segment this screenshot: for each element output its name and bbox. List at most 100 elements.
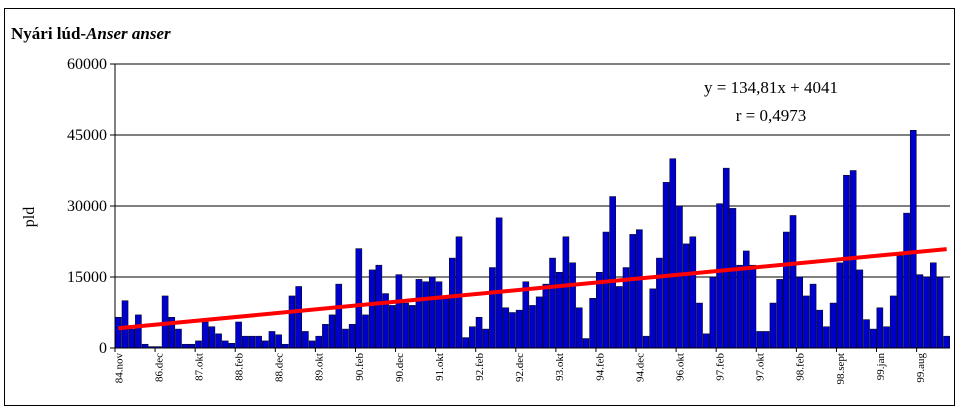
correlation-coefficient: r = 0,4973 (736, 106, 807, 125)
bar (315, 335, 323, 349)
bar (836, 262, 844, 349)
bar (455, 236, 463, 349)
bar (763, 331, 770, 349)
y-tick-label: 15000 (67, 269, 107, 286)
bar (829, 302, 837, 349)
bar (362, 314, 369, 349)
x-tick-label: 98.sept (835, 353, 847, 384)
bar (275, 334, 282, 349)
bar (215, 333, 222, 349)
bar (295, 286, 302, 349)
bar (429, 276, 436, 349)
bar (348, 324, 356, 349)
chart-svg: Nyári lúd-Anser anser pld 0 15000 30000 450… (11, 24, 956, 384)
bar (241, 335, 249, 349)
x-tick-label: 94.dec (634, 353, 646, 382)
bar (355, 248, 363, 349)
bar (522, 281, 530, 349)
trend-equation: y = 134,81x + 4041 (704, 78, 838, 97)
bar (709, 276, 717, 349)
trend-line (118, 247, 947, 331)
bar (769, 302, 777, 349)
bar (616, 286, 623, 349)
bar (569, 262, 576, 349)
bar (188, 343, 196, 349)
bar (462, 337, 469, 349)
bar (823, 326, 830, 349)
bar (175, 328, 182, 349)
bar (388, 305, 396, 349)
bar (803, 295, 810, 349)
bar (642, 335, 650, 349)
axes-layer (110, 63, 950, 352)
bar (909, 130, 917, 349)
bar (856, 269, 864, 349)
bar (889, 295, 897, 349)
bar (869, 328, 877, 349)
x-tick-label: 88.dec (274, 353, 286, 382)
bar (335, 283, 343, 349)
x-tick-label: 92.feb (474, 353, 486, 381)
bar (368, 269, 376, 349)
bar (876, 307, 884, 349)
bar (221, 340, 229, 349)
x-tick-label: 97.feb (715, 353, 727, 381)
bar (662, 182, 670, 349)
bar (809, 283, 817, 349)
bar (602, 231, 610, 349)
bar (235, 321, 242, 349)
bar (342, 328, 349, 349)
bar (896, 255, 904, 349)
bar (495, 217, 503, 349)
chart-title-italic: Anser anser (85, 24, 171, 43)
bar (716, 203, 723, 349)
bar (629, 234, 636, 349)
bar (562, 236, 570, 349)
trend-layer (118, 247, 947, 331)
bar (916, 274, 924, 349)
bar (282, 343, 289, 349)
bar (262, 340, 269, 349)
chart-frame: Nyári lúd-Anser anser pld 0 15000 30000 450… (4, 8, 956, 406)
bar (181, 343, 189, 349)
x-tick-label: 99.dec (955, 353, 956, 382)
bar (529, 305, 536, 349)
bar (729, 208, 737, 349)
bar (141, 343, 149, 349)
bar (128, 328, 135, 349)
bar (789, 215, 797, 349)
bar (742, 250, 750, 349)
bar (195, 340, 202, 349)
x-tick-label: 91.okt (434, 353, 446, 381)
x-tick-label: 93.okt (554, 353, 566, 381)
bar (783, 231, 790, 349)
bar (268, 331, 276, 349)
x-tick-label: 92.dec (514, 353, 526, 382)
bar (776, 279, 783, 349)
bar (816, 309, 824, 349)
x-tick-label: 99.aug (915, 353, 927, 383)
bar (482, 328, 490, 349)
bar (649, 288, 657, 349)
x-tick-label: 90.feb (354, 353, 366, 381)
bar (288, 295, 296, 349)
bar (676, 205, 683, 349)
y-axis-label: pld (21, 207, 38, 227)
bar (555, 272, 563, 349)
bar (228, 343, 236, 349)
bar (442, 298, 449, 349)
bar (328, 314, 336, 349)
y-tick-label: 30000 (67, 198, 107, 215)
x-tick-label: 89.okt (314, 353, 326, 381)
bar (308, 340, 316, 349)
bar (208, 326, 216, 349)
chart-title-plain: Nyári lúd- (11, 24, 86, 43)
bar (515, 309, 523, 349)
bar (722, 167, 730, 349)
bar (749, 264, 757, 349)
x-tick-label: 98.feb (795, 353, 807, 381)
bar (863, 319, 870, 349)
y-tick-label: 0 (99, 340, 107, 357)
bar (302, 331, 309, 349)
x-tick-label: 99.jan (875, 353, 887, 381)
